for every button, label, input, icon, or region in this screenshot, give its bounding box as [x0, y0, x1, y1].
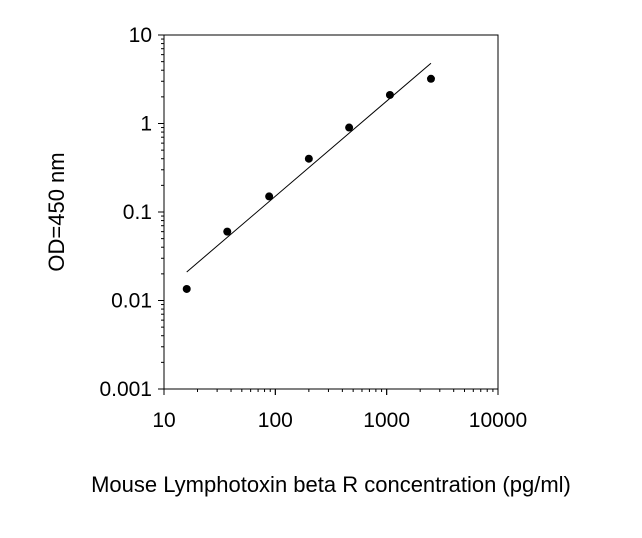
data-points-group	[182, 74, 435, 293]
x-axis-title: Mouse Lymphotoxin beta R concentration (…	[91, 472, 571, 497]
data-point	[265, 192, 274, 201]
data-point	[182, 284, 191, 293]
y-tick-label: 1	[140, 113, 152, 136]
x-tick-label: 1000	[363, 409, 410, 432]
y-tick-label: 0.001	[99, 378, 152, 401]
y-axis-ticks: 0.001 0.01 0.1 1 10	[99, 24, 164, 401]
x-tick-label: 10	[152, 409, 175, 432]
x-tick-label: 100	[258, 409, 293, 432]
y-tick-label: 0.1	[123, 201, 152, 224]
x-axis-ticks: 10 100 1000 10000	[152, 389, 527, 432]
fit-line	[186, 62, 432, 273]
data-point	[223, 227, 232, 236]
y-axis-title: OD=450 nm	[44, 152, 69, 271]
y-tick-label: 0.01	[111, 290, 152, 313]
data-point	[426, 74, 435, 83]
fit-line-group	[186, 62, 432, 273]
plot-frame	[163, 34, 499, 390]
data-point	[345, 123, 354, 132]
x-tick-label: 10000	[469, 409, 527, 432]
data-point	[304, 154, 313, 163]
y-tick-label: 10	[129, 24, 152, 47]
data-point	[385, 90, 394, 99]
